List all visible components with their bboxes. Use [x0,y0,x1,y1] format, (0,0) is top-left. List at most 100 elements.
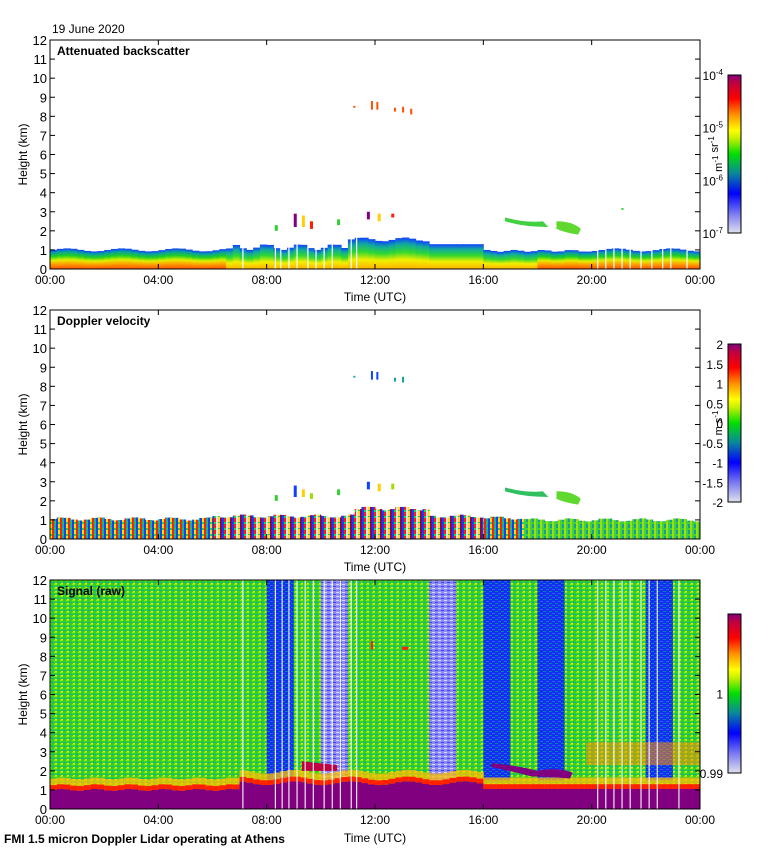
signal-transition [334,771,342,784]
signal-transition [551,784,559,789]
y-tick-label: 0 [40,532,47,547]
backscatter-column [334,244,342,269]
backscatter-column [212,250,220,269]
data-gap [656,580,658,809]
signal-transition [476,772,484,784]
signal-transition [666,777,674,789]
backscatter-column [537,249,545,269]
signal-transition [192,777,200,790]
surface-signal [144,790,153,809]
velocity-column [429,515,437,539]
velocity-column [584,521,593,539]
backscatter-column [266,244,274,269]
surface-signal [463,781,471,809]
backscatter-column [273,248,281,269]
signal-transition [517,777,525,789]
signal-transition [368,779,376,785]
backscatter-column [253,247,261,269]
signal-transition [327,772,335,785]
cloud-fragment [301,489,305,498]
signal-transition [564,784,572,789]
velocity-column [605,518,613,539]
signal-transition [530,784,538,789]
velocity-column [679,518,687,539]
signal-transition [192,784,200,790]
velocity-column [158,519,166,539]
signal-transition [144,786,153,791]
y-tick-label: 3 [40,745,47,760]
colorbar-tick-label: 10-7 [703,226,724,241]
y-tick-label: 2 [40,494,47,509]
y-tick-label: 10 [33,611,47,626]
aerosol-layer [505,487,549,498]
y-tick-label: 8 [40,109,47,124]
data-gap [315,236,317,269]
signal-transition [483,784,491,789]
signal-transition [70,779,78,791]
surface-signal [571,788,579,809]
cloud-fragment [301,215,305,228]
cirrus-mark [370,371,373,380]
velocity-column [77,520,85,539]
surface-signal [429,784,437,809]
velocity-column [286,516,295,539]
y-tick-label: 12 [33,303,47,318]
velocity-column [205,517,213,539]
surface-signal [442,784,450,809]
velocity-column [212,515,220,539]
data-gap [274,236,276,269]
aerosol-speck [621,207,624,210]
signal-transition [178,779,186,791]
signal-transition [456,776,464,782]
signal-transition [83,778,92,790]
surface-signal [639,788,647,809]
x-axis-label: Time (UTC) [344,290,406,304]
surface-signal [666,788,674,809]
backscatter-column [63,248,71,269]
backscatter-column [104,250,112,269]
x-tick-label: 20:00 [577,273,607,287]
signal-transition [523,784,532,789]
signal-transition [429,773,437,785]
signal-transition [110,786,119,791]
signal-transition [449,777,457,783]
signal-transition [422,772,430,784]
y-tick-label: 6 [40,688,47,703]
low-cloud [301,761,338,771]
signal-transition [165,784,173,790]
x-tick-label: 20:00 [577,813,607,827]
signal-transition [124,784,132,790]
aerosol-layer [505,217,549,228]
velocity-column [320,515,329,539]
backscatter-column [185,249,193,269]
velocity-column [598,518,606,539]
velocity-column [347,514,356,539]
velocity-column [273,514,281,539]
velocity-column [551,521,559,539]
signal-transition [124,777,132,790]
backscatter-column [375,240,383,269]
cloud-fragment [274,225,278,231]
surface-signal [50,789,58,809]
cirrus-mark [376,102,379,110]
backscatter-column [469,244,478,269]
signal-transition [158,777,166,790]
signal-transition [131,777,139,790]
signal-transition [158,784,166,790]
backscatter-column [388,239,396,269]
velocity-column [639,518,647,539]
signal-transition [341,770,349,782]
colorbar-tick-label: 1.5 [706,358,723,372]
signal-transition [415,771,423,783]
velocity-column [50,518,58,539]
velocity-column [591,520,599,539]
velocity-column [90,517,98,539]
signal-transition [381,773,390,785]
signal-transition [104,778,112,791]
backscatter-column [56,248,65,269]
signal-transition [300,770,308,783]
backscatter-column [645,251,654,269]
backscatter-column [435,244,444,269]
data-gap [670,236,672,269]
